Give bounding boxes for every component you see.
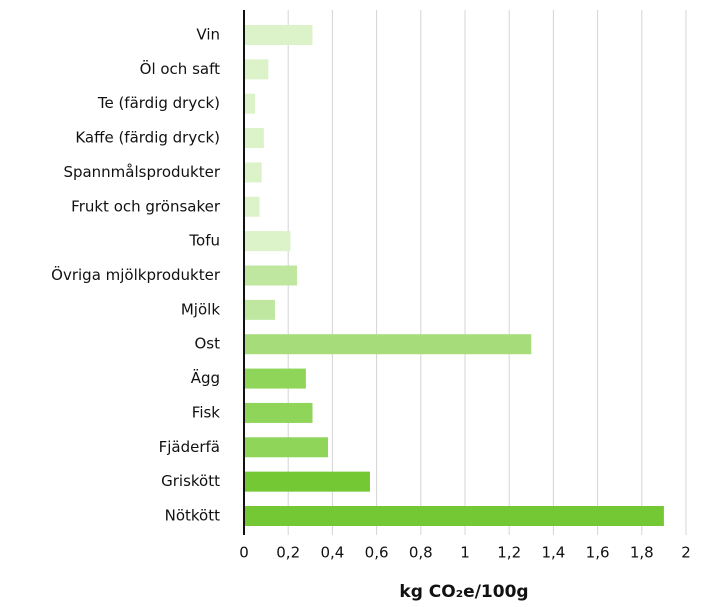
- bar: [244, 231, 291, 252]
- x-tick-label: 1: [460, 544, 470, 562]
- bar: [244, 25, 313, 45]
- y-tick-label: Griskött: [161, 472, 220, 490]
- bar: [244, 402, 313, 423]
- bar: [244, 265, 298, 286]
- x-tick-label: 0: [239, 544, 249, 562]
- bar: [244, 93, 256, 114]
- x-tick-label: 1,8: [630, 544, 654, 562]
- x-axis-label: kg CO₂e/100g: [399, 582, 528, 602]
- x-tick-label: 0,6: [365, 544, 389, 562]
- x-tick-label: 0,2: [276, 544, 300, 562]
- x-tick-label: 1,2: [497, 544, 521, 562]
- bar: [244, 196, 260, 217]
- y-tick-label: Spannmålsprodukter: [63, 163, 220, 181]
- x-tick-label: 0,4: [320, 544, 344, 562]
- x-tick-label: 1,6: [586, 544, 610, 562]
- bar: [244, 162, 262, 183]
- bar: [244, 471, 370, 492]
- y-tick-label: Kaffe (färdig dryck): [75, 129, 220, 147]
- bar: [244, 506, 664, 526]
- x-tick-label: 2: [681, 544, 691, 562]
- y-tick-label: Ägg: [191, 368, 220, 387]
- y-tick-label: Mjölk: [181, 300, 220, 318]
- bar: [244, 368, 306, 389]
- y-tick-label: Ost: [194, 335, 220, 353]
- x-tick-label: 0,8: [409, 544, 433, 562]
- y-tick-label: Frukt och grönsaker: [71, 197, 221, 215]
- y-tick-label: Övriga mjölkprodukter: [51, 265, 221, 284]
- bar: [244, 128, 264, 149]
- bar: [244, 59, 269, 80]
- y-tick-label: Tofu: [188, 232, 220, 250]
- y-tick-label: Öl och saft: [140, 59, 220, 78]
- y-tick-label: Nötkött: [165, 507, 220, 525]
- y-tick-label: Vin: [196, 26, 220, 44]
- bar: [244, 437, 328, 458]
- bar: [244, 334, 532, 355]
- x-tick-label: 1,4: [541, 544, 565, 562]
- bar: [244, 299, 275, 320]
- y-tick-label: Fjäderfä: [159, 438, 220, 456]
- y-tick-label: Fisk: [192, 403, 221, 421]
- y-tick-label: Te (färdig dryck): [97, 94, 220, 112]
